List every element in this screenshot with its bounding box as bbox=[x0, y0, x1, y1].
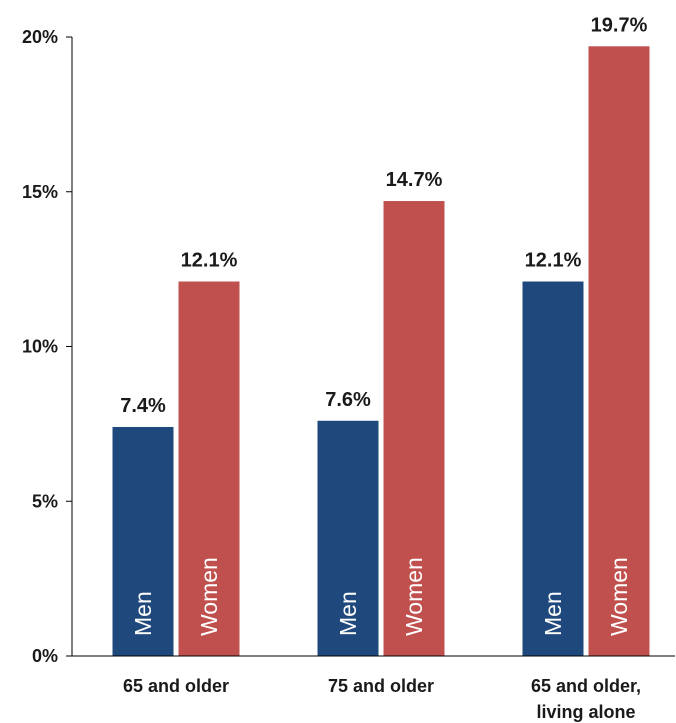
x-category-label-2-line-1: living alone bbox=[536, 702, 635, 722]
bar-men-1 bbox=[317, 420, 379, 656]
y-axis-ticks: 0% 5% 10% 15% 20% bbox=[22, 27, 72, 666]
bar-women-1 bbox=[383, 201, 445, 656]
data-label-women-2: 19.7% bbox=[591, 14, 648, 36]
data-label-women-0: 12.1% bbox=[181, 250, 238, 272]
data-label-men-1: 7.6% bbox=[325, 389, 371, 411]
bar-series-label-men-2: Men bbox=[540, 591, 566, 636]
bar-series-label-women-1: Women bbox=[401, 557, 427, 636]
bar-men-0 bbox=[112, 426, 174, 656]
x-category-label-2-line-0: 65 and older, bbox=[531, 676, 641, 696]
bar-series-label-women-0: Women bbox=[196, 557, 222, 636]
x-axis-category-labels: 65 and older 75 and older 65 and older, liv… bbox=[123, 676, 641, 722]
y-tick-label-2: 10% bbox=[22, 337, 58, 357]
bar-series-label-men-1: Men bbox=[335, 591, 361, 636]
x-category-label-0-line-0: 65 and older bbox=[123, 676, 229, 696]
y-tick-label-1: 5% bbox=[32, 491, 58, 511]
data-label-men-2: 12.1% bbox=[525, 250, 582, 272]
bar-series-label-men-0: Men bbox=[130, 591, 156, 636]
bar-men-2 bbox=[522, 281, 584, 656]
bar-women-2 bbox=[588, 46, 650, 657]
x-category-label-1-line-0: 75 and older bbox=[328, 676, 434, 696]
bar-women-0 bbox=[178, 281, 240, 656]
y-tick-label-4: 20% bbox=[22, 27, 58, 47]
bar-series-label-women-2: Women bbox=[606, 557, 632, 636]
bars-layer: Men Men Men Women Women Women bbox=[112, 46, 650, 657]
data-labels-layer: 7.4% 7.6% 12.1% 12.1% 14.7% 19.7% bbox=[120, 14, 647, 417]
data-label-men-0: 7.4% bbox=[120, 395, 166, 417]
y-tick-label-3: 15% bbox=[22, 182, 58, 202]
y-tick-label-0: 0% bbox=[32, 646, 58, 666]
data-label-women-1: 14.7% bbox=[386, 169, 443, 191]
